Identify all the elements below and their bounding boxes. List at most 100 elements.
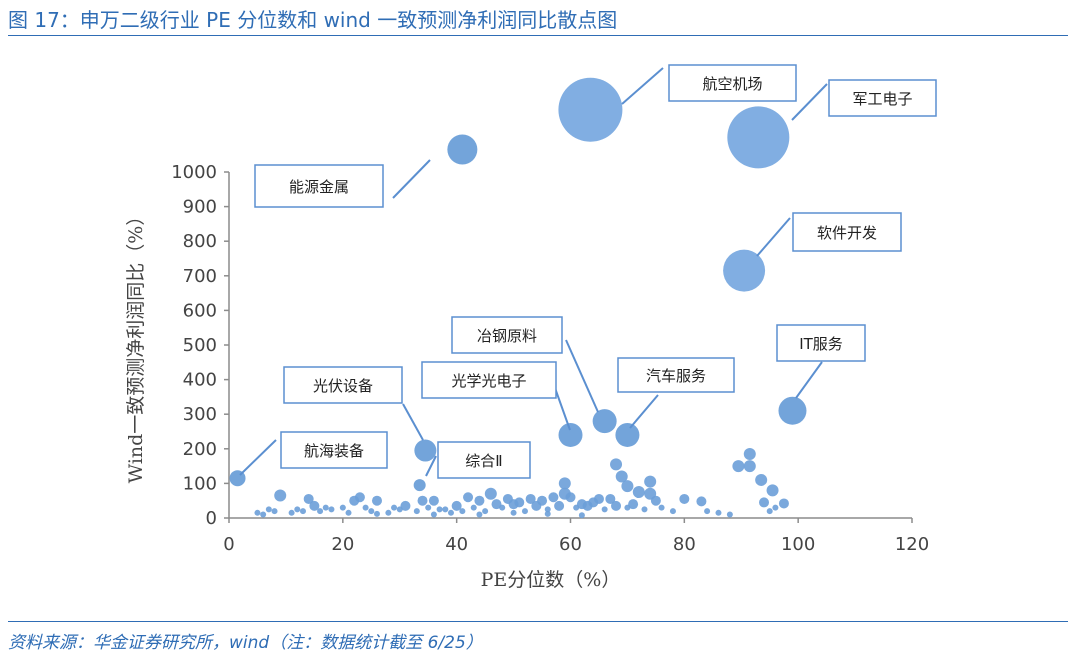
data-point [755,473,768,486]
data-point [508,499,519,510]
data-point [641,506,648,513]
labeled-bubble [558,422,583,447]
callout-leader [425,455,437,477]
callout-label: 综合Ⅱ [465,452,502,470]
data-point [345,509,352,516]
callout-label: 光伏设备 [313,377,373,395]
data-point [265,506,272,513]
data-point [400,500,411,511]
x-tick-label: 0 [223,534,234,555]
data-point [611,500,622,511]
x-tick-label: 20 [331,534,354,555]
y-axis-title: Wind一致预测净利润同比（%） [125,207,147,484]
data-point [442,506,449,513]
x-tick-label: 80 [673,534,696,555]
data-point [339,504,346,511]
figure-title: 图 17：申万二级行业 PE 分位数和 wind 一致预测净利润同比散点图 [8,8,618,32]
data-point [447,509,454,516]
data-point [436,506,443,513]
data-point [565,492,576,503]
data-point [548,492,559,503]
data-point [288,509,295,516]
data-point [371,495,382,506]
data-point [499,504,506,511]
data-point [430,511,437,518]
data-point [309,500,320,511]
data-point [482,508,489,515]
x-tick-label: 60 [559,534,582,555]
data-point [621,480,634,493]
callout-box [421,361,557,399]
data-point [428,495,439,506]
y-tick-label: 500 [183,335,217,356]
x-tick-label: 120 [895,534,929,555]
callout-leader [795,361,823,399]
source-rule [8,621,1068,622]
data-point [679,493,690,504]
data-point [766,484,779,497]
data-point [391,504,398,511]
callout-leader [629,394,659,429]
y-tick-label: 1000 [171,162,217,183]
data-point [772,504,779,511]
callout-label: IT服务 [799,335,843,353]
y-tick-label: 0 [206,508,217,529]
callout-box [437,441,531,479]
callout-label: 航空机场 [702,75,762,93]
labeled-bubble [778,396,807,425]
callout-leader [756,217,791,257]
data-point [558,477,571,490]
callout-box [828,79,937,117]
labeled-bubble [558,77,623,142]
data-point [715,509,722,516]
y-tick-label: 300 [183,404,217,425]
y-tick-label: 900 [183,197,217,218]
callout-label: 冶钢原料 [477,327,537,345]
data-point [413,508,420,515]
data-point [299,508,306,515]
data-point [525,493,536,504]
data-point [610,458,623,471]
callout-box [792,212,902,252]
labeled-bubble [592,409,617,434]
callout-label: 光学光电子 [451,372,526,390]
data-point [605,493,616,504]
callout-leader [239,439,277,476]
callout-box [283,366,403,404]
data-point [628,499,639,510]
labeled-bubble [447,134,478,165]
data-point [322,504,329,511]
data-point [544,506,551,513]
data-point [271,508,278,515]
data-point [484,487,497,500]
y-tick-label: 400 [183,370,217,391]
callout-label: 汽车服务 [646,367,706,385]
callout-label: 软件开发 [817,224,877,242]
callout-box [617,357,735,393]
data-point [778,498,789,509]
data-point [658,504,665,511]
data-point [531,500,542,511]
data-point [732,460,745,473]
data-point [362,504,369,511]
data-point [491,499,502,510]
data-point [521,508,528,515]
title-rule [8,35,1068,36]
source-note: 资料来源：华金证券研究所，wind（注：数据统计截至 6/25） [8,633,483,653]
data-point [726,511,733,518]
data-point [474,495,485,506]
callout-leader [621,67,664,105]
labeled-bubble [723,249,766,292]
data-point [644,475,657,488]
x-axis-title: PE分位数（%） [481,569,621,591]
callout-leader [554,387,571,431]
data-point [254,509,261,516]
callout-box [451,316,563,354]
data-point [593,493,604,504]
callout-box [776,324,866,362]
data-point [632,486,645,499]
labeled-bubble [414,439,437,462]
data-point [510,509,517,516]
data-point [463,492,474,503]
